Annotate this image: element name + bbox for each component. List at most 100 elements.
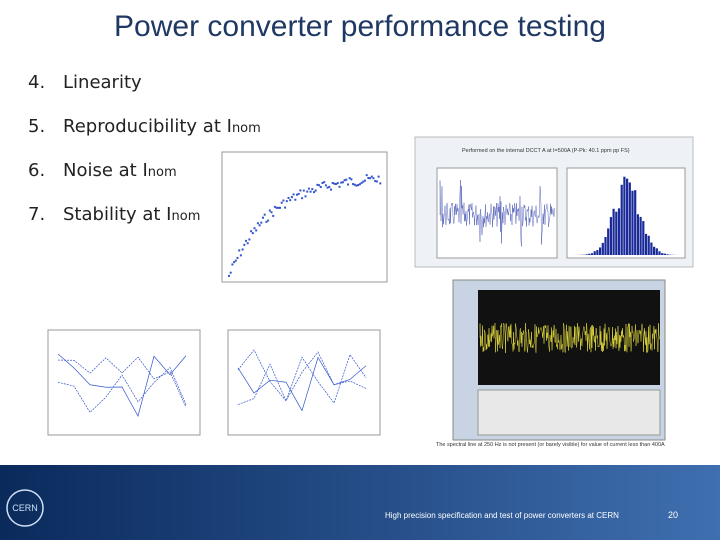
footer-text: High precision specification and test of… <box>385 511 619 520</box>
decoration <box>309 190 312 193</box>
decoration <box>362 180 365 183</box>
decoration <box>341 181 344 184</box>
decoration <box>243 243 246 246</box>
list-item: 7. Stability at Inom <box>28 204 200 225</box>
decoration <box>304 195 307 198</box>
list-item: 4. Linearity <box>28 72 142 93</box>
page-number: 20 <box>668 510 678 520</box>
decoration <box>326 186 329 189</box>
decoration <box>367 176 370 179</box>
decoration <box>237 356 367 412</box>
decoration <box>370 175 373 178</box>
decoration <box>301 197 304 200</box>
item-subscript: nom <box>147 165 177 180</box>
decoration <box>358 183 361 186</box>
decoration <box>268 209 271 212</box>
decoration <box>639 216 642 255</box>
list-item: 5. Reproducibility at Inom <box>28 116 261 137</box>
decoration <box>318 184 321 187</box>
decoration <box>307 187 310 190</box>
decoration <box>647 235 650 255</box>
footer-band <box>0 465 720 540</box>
decoration <box>279 206 281 209</box>
logo: CERN <box>12 503 38 513</box>
decoration <box>615 211 618 255</box>
decoration <box>655 248 658 255</box>
decoration <box>626 178 629 255</box>
item-text: 7. <box>28 204 46 225</box>
decoration <box>328 185 331 188</box>
decoration <box>248 238 251 241</box>
decoration <box>231 263 234 266</box>
decoration <box>237 353 367 405</box>
decoration <box>267 219 270 222</box>
decoration <box>314 189 317 192</box>
item-text: Reproducibility at I <box>63 116 232 137</box>
decoration <box>375 180 378 183</box>
spectrum-caption: The spectral line at 250 Hz is not prese… <box>436 442 665 448</box>
item-text: Stability at I <box>63 204 172 225</box>
noise-marks <box>439 176 680 255</box>
decoration <box>245 239 247 242</box>
repro-lines <box>57 349 367 417</box>
noise-time-plot <box>436 167 558 259</box>
decoration <box>260 221 263 224</box>
decoration <box>340 181 343 184</box>
decoration <box>290 196 293 199</box>
decoration <box>241 248 244 251</box>
decoration <box>273 205 276 208</box>
item-text: 4. <box>28 72 46 93</box>
decoration <box>57 366 187 413</box>
decoration <box>237 349 367 402</box>
decoration <box>661 253 664 255</box>
decoration <box>323 181 326 184</box>
spectrum-trace <box>479 322 660 353</box>
decoration <box>302 189 305 192</box>
decoration <box>239 254 242 257</box>
decoration <box>360 181 363 184</box>
decoration <box>324 184 327 187</box>
decoration <box>299 189 302 192</box>
decoration <box>663 253 666 255</box>
decoration <box>634 190 637 255</box>
decoration <box>348 177 351 180</box>
decoration <box>343 179 346 182</box>
decoration <box>593 251 596 255</box>
decoration <box>321 181 324 184</box>
decoration <box>251 232 254 235</box>
decoration <box>256 222 259 225</box>
decoration <box>234 259 237 262</box>
decoration <box>265 220 268 223</box>
decoration <box>355 184 358 187</box>
decoration <box>585 254 588 255</box>
decoration <box>642 221 645 255</box>
decoration <box>636 214 639 255</box>
decoration <box>365 174 368 177</box>
item-subscript: nom <box>231 121 261 136</box>
decoration <box>350 178 353 181</box>
decoration <box>313 191 315 194</box>
decoration <box>607 228 610 255</box>
decoration <box>316 183 319 186</box>
decoration <box>262 216 264 219</box>
spectrum-table <box>477 389 661 436</box>
decoration <box>372 177 375 180</box>
decoration <box>609 217 612 255</box>
decoration <box>284 206 287 209</box>
logo-ring <box>6 489 44 527</box>
decoration <box>379 182 382 185</box>
decoration <box>644 233 648 255</box>
decoration <box>287 196 290 199</box>
list-item: 6. Noise at Inom <box>28 160 177 181</box>
decoration <box>306 190 309 193</box>
decoration <box>258 224 261 227</box>
decoration <box>628 182 631 255</box>
decoration <box>650 242 653 255</box>
decoration <box>345 178 348 181</box>
decoration <box>233 261 236 264</box>
repro-plot-2 <box>227 329 381 436</box>
decoration <box>364 179 366 182</box>
decoration <box>631 190 634 255</box>
decoration <box>588 253 591 255</box>
decoration <box>277 206 280 209</box>
